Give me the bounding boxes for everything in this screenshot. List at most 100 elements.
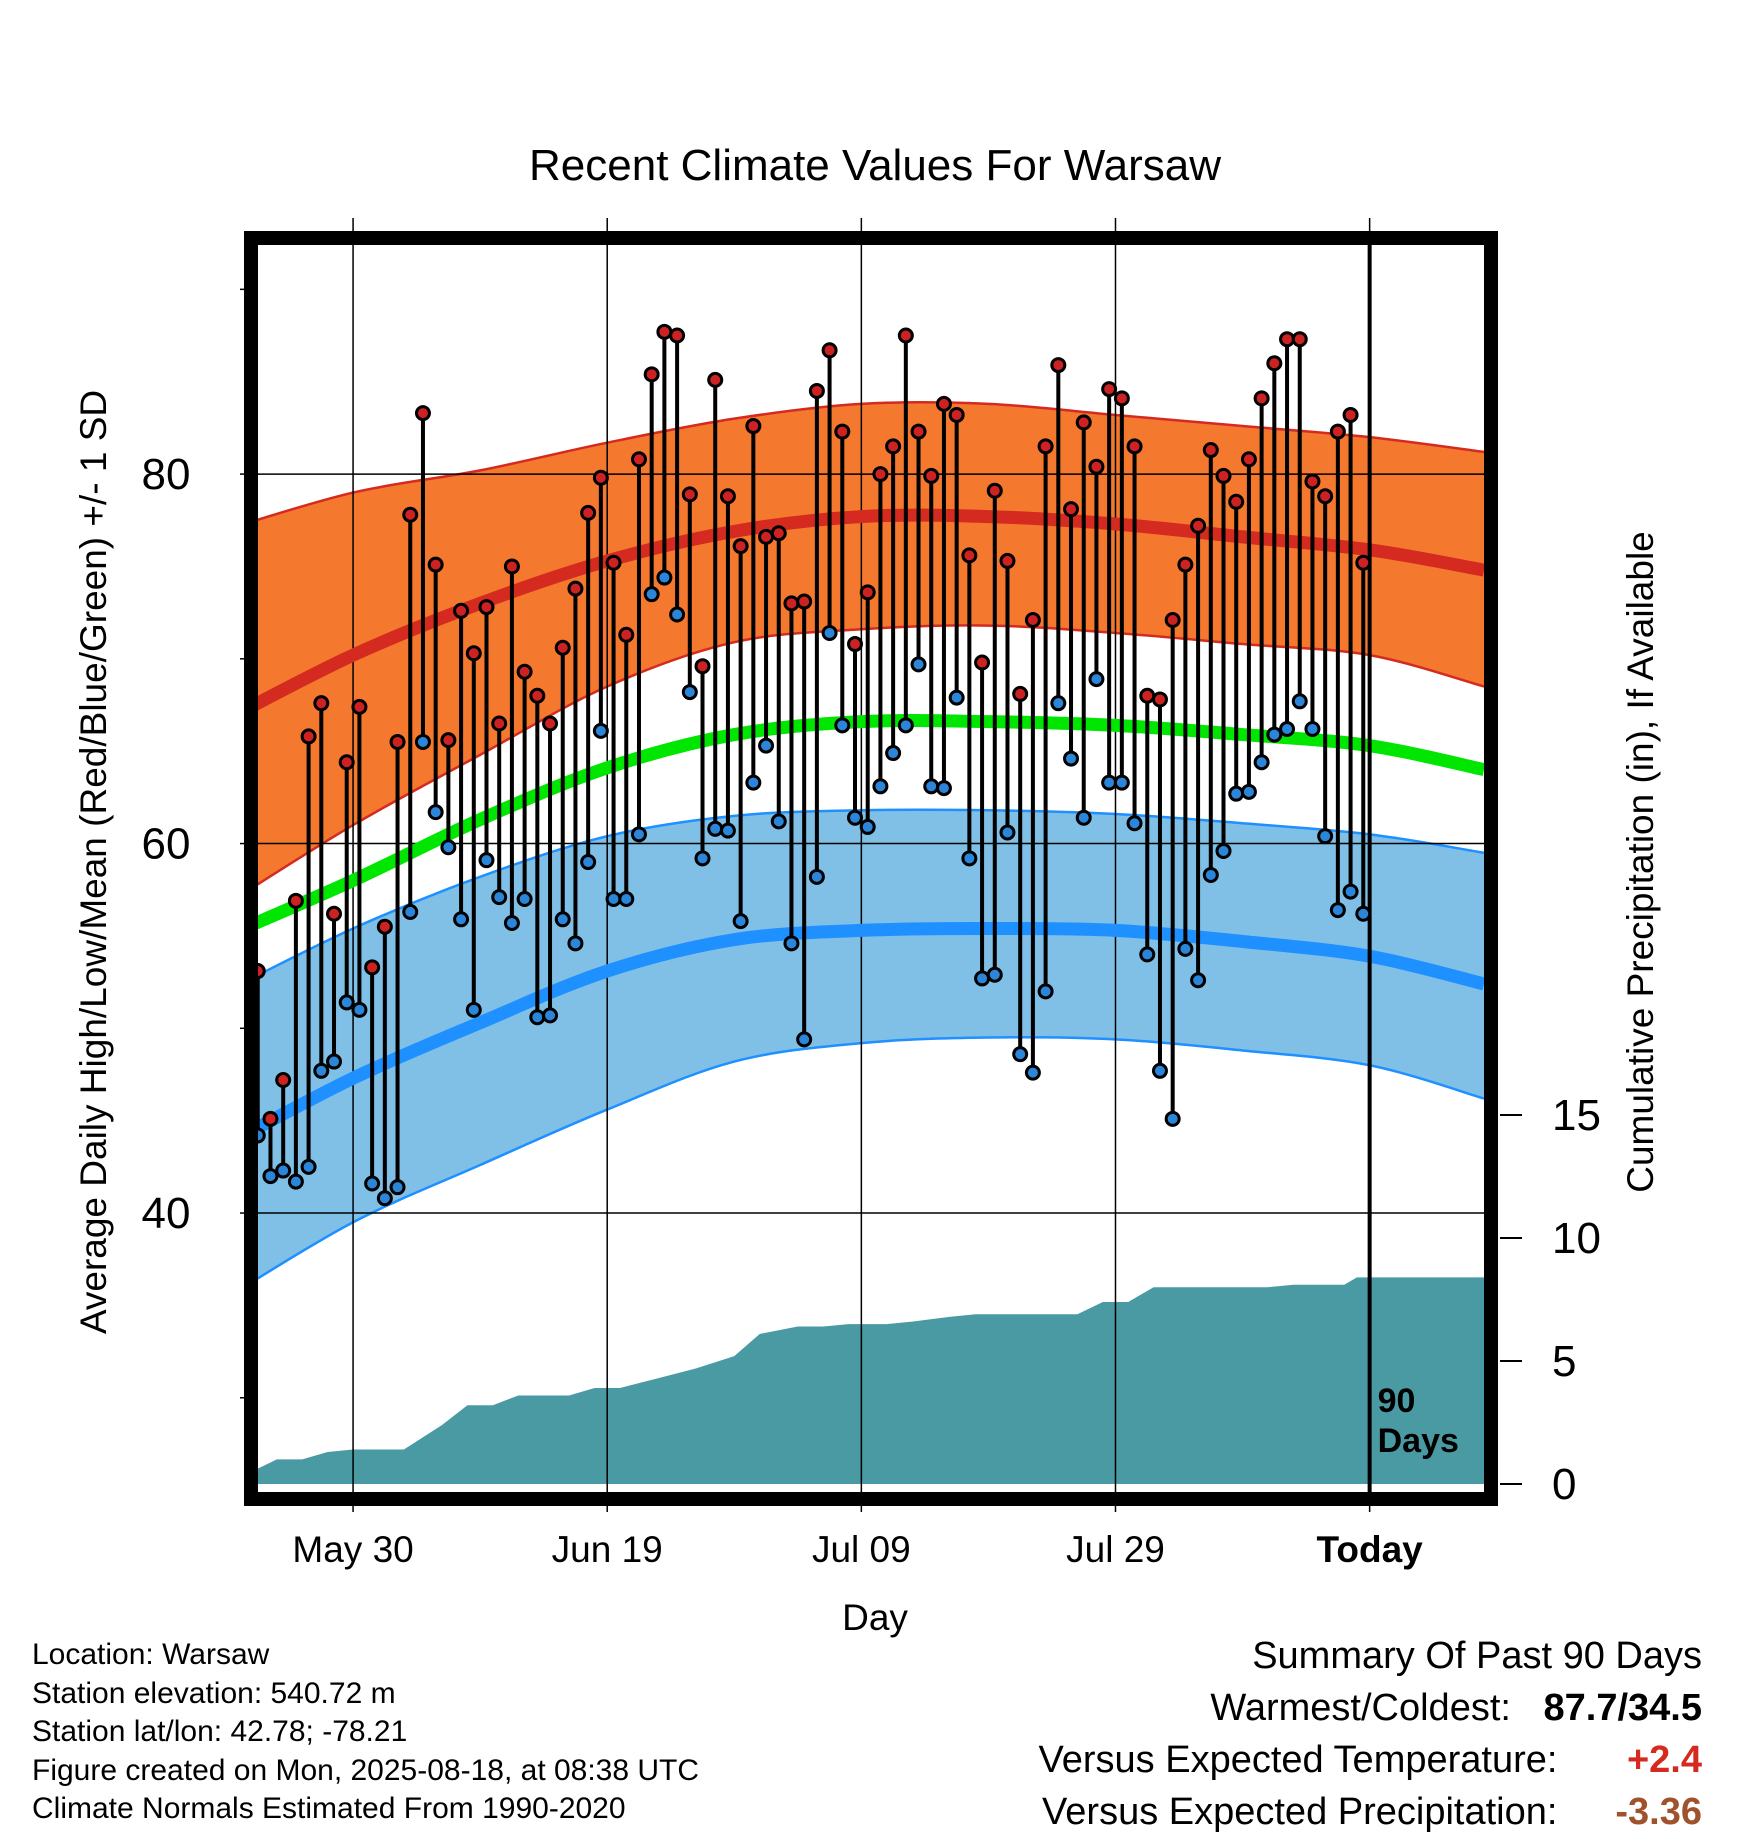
daily-high-point (402, 506, 419, 523)
daily-low-point (402, 903, 419, 920)
daily-high-point (1024, 612, 1041, 629)
daily-high-point (897, 327, 914, 344)
daily-high-point (389, 733, 406, 750)
daily-high-point (1151, 691, 1168, 708)
y-tick-label: 60 (142, 820, 191, 869)
daily-high-point (1050, 357, 1067, 374)
daily-high-point (326, 905, 343, 922)
daily-low-point (986, 966, 1003, 983)
daily-high-point (1355, 554, 1372, 571)
daily-low-point (326, 1053, 343, 1070)
daily-high-point (1012, 685, 1029, 702)
daily-low-point (910, 656, 927, 673)
daily-high-point (1279, 331, 1296, 348)
temp-departure-row: Versus Expected Temperature: +2.4 (802, 1734, 1702, 1786)
plot-area (226, 245, 1484, 1492)
daily-high-point (910, 423, 927, 440)
daily-low-point (1164, 1110, 1181, 1127)
daily-low-point (1279, 721, 1296, 738)
daily-low-point (656, 569, 673, 586)
latlon-text: Station lat/lon: 42.78; -78.21 (32, 1715, 408, 1748)
daily-high-point (376, 918, 393, 935)
y-tick-label: 80 (142, 450, 191, 499)
daily-high-point (491, 715, 508, 732)
daily-low-point (1024, 1064, 1041, 1081)
daily-high-point (1202, 442, 1219, 459)
daily-high-point (821, 342, 838, 359)
daily-low-point (1317, 828, 1334, 845)
daily-low-point (1088, 671, 1105, 688)
daily-high-point (1240, 451, 1257, 468)
daily-high-point (1253, 390, 1270, 407)
daily-high-point (745, 418, 762, 435)
daily-high-point (605, 554, 622, 571)
high-minus-sd-line (258, 624, 1484, 886)
precip-departure-row: Versus Expected Precipitation: -3.36 (802, 1786, 1702, 1838)
daily-high-point (618, 626, 635, 643)
x-tick-label: Jul 09 (812, 1529, 911, 1570)
daily-low-point (821, 624, 838, 641)
warmest-coldest-value: 87.7/34.5 (1543, 1687, 1702, 1729)
daily-low-point (427, 804, 444, 821)
daily-low-point (1050, 695, 1067, 712)
daily-high-point (732, 538, 749, 555)
y-tick-label: 40 (142, 1189, 191, 1238)
daily-low-point (580, 854, 597, 871)
daily-high-point (465, 645, 482, 662)
daily-high-point (999, 552, 1016, 569)
daily-low-point (351, 1001, 368, 1018)
daily-low-point (770, 813, 787, 830)
daily-low-point (592, 722, 609, 739)
daily-low-point (275, 1162, 292, 1179)
daily-high-point (1228, 493, 1245, 510)
daily-high-point (554, 639, 571, 656)
daily-low-point (389, 1179, 406, 1196)
daily-high-point (935, 395, 952, 412)
daily-high-point (226, 922, 239, 935)
plot-frame (244, 231, 1498, 1506)
warmest-coldest-row: Warmest/Coldest: 87.7/34.5 (802, 1682, 1702, 1734)
daily-low-point (1215, 842, 1232, 859)
daily-high-point (300, 728, 317, 745)
daily-low-point (1329, 902, 1346, 919)
daily-low-point (300, 1158, 317, 1175)
precip-departure-label: Versus Expected Precipitation: (1042, 1791, 1558, 1833)
daily-low-point (948, 689, 965, 706)
daily-high-point (974, 654, 991, 671)
daily-high-point (529, 687, 546, 704)
daily-low-point (1126, 815, 1143, 832)
daily-low-point (605, 890, 622, 907)
daily-high-point (1291, 331, 1308, 348)
daily-low-point (872, 778, 889, 795)
days-count-label: 90 (1378, 1382, 1416, 1420)
daily-high-point (643, 366, 660, 383)
daily-high-point (258, 963, 266, 980)
precip-tick-label: 0 (1552, 1460, 1576, 1509)
daily-low-point (618, 890, 635, 907)
daily-high-point (1190, 517, 1207, 534)
summary-panel: Summary Of Past 90 Days Warmest/Coldest:… (802, 1630, 1702, 1838)
warmest-coldest-label: Warmest/Coldest: (1210, 1687, 1511, 1729)
daily-high-point (669, 327, 686, 344)
daily-low-point (1355, 905, 1372, 922)
daily-high-point (478, 599, 495, 616)
daily-low-point (1266, 726, 1283, 743)
daily-high-point (516, 663, 533, 680)
daily-low-point (745, 774, 762, 791)
daily-high-point (808, 382, 825, 399)
daily-high-point (656, 323, 673, 340)
daily-low-point (567, 935, 584, 952)
daily-high-point (338, 754, 355, 771)
daily-low-point (885, 745, 902, 762)
normals-note-text: Climate Normals Estimated From 1990-2020 (32, 1792, 626, 1825)
daily-low-point (262, 1168, 279, 1185)
daily-low-point (630, 826, 647, 843)
daily-high-point (1266, 355, 1283, 372)
daily-high-point (694, 658, 711, 675)
daily-low-point (440, 839, 457, 856)
x-tick-label: Today (1317, 1529, 1424, 1570)
daily-high-point (453, 602, 470, 619)
daily-low-point (226, 1308, 239, 1321)
daily-high-point (287, 892, 304, 909)
daily-low-point (554, 911, 571, 928)
